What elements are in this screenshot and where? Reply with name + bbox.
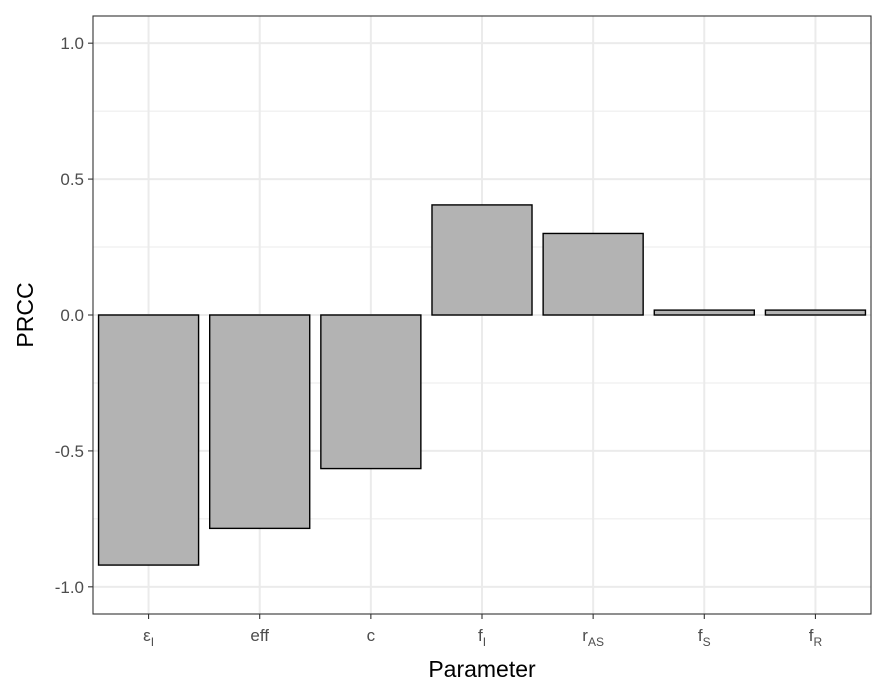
x-axis-title: Parameter	[428, 656, 536, 682]
bar	[542, 232, 644, 316]
bars	[97, 204, 867, 566]
x-tick-label: c	[367, 626, 376, 645]
bar	[208, 314, 311, 530]
y-axis: -1.0 -0.5 0.0 0.5 1.0	[55, 34, 93, 597]
x-axis: εI eff c fI rAS fS fR	[143, 614, 822, 649]
x-tick-label: eff	[250, 626, 269, 645]
bar	[764, 309, 867, 316]
x-tick-label: fR	[809, 626, 823, 649]
y-axis-title: PRCC	[12, 282, 38, 347]
y-tick-label: 0.0	[60, 306, 84, 325]
bar	[97, 314, 200, 566]
x-tick-label: fI	[478, 626, 486, 649]
bar	[653, 309, 755, 316]
y-tick-label: -0.5	[55, 442, 84, 461]
y-tick-label: 1.0	[60, 34, 84, 53]
y-tick-label: -1.0	[55, 578, 84, 597]
y-tick-label: 0.5	[60, 170, 84, 189]
x-tick-label: fS	[698, 626, 711, 649]
x-tick-label: rAS	[582, 626, 604, 649]
bar	[320, 314, 422, 470]
x-tick-label: εI	[143, 626, 154, 649]
bar	[431, 204, 533, 316]
